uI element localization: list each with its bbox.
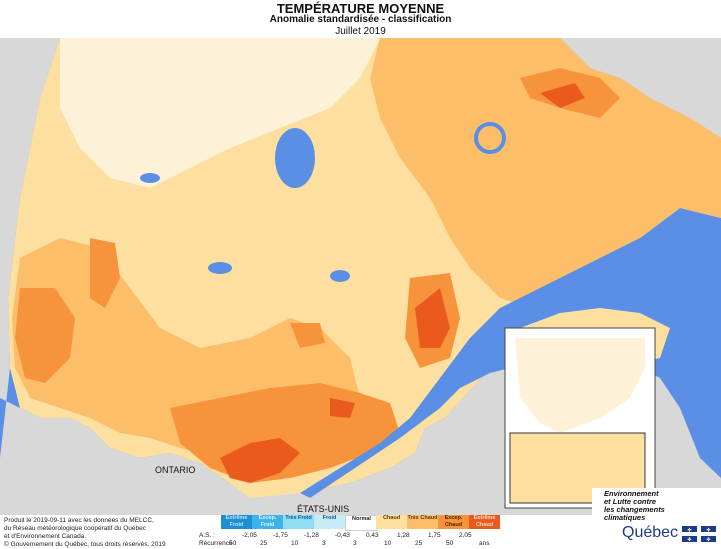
legend-class-1: Excep. Froid: [252, 515, 283, 529]
legend-class-8: Extrême Chaud: [469, 515, 500, 529]
zone-excep-chaud-central: [290, 323, 325, 348]
zone-extreme-chaud-1: [330, 398, 355, 418]
map-header: TEMPÉRATURE MOYENNE Anomalie standardisé…: [0, 0, 721, 38]
lac-saint-jean: [330, 270, 350, 282]
legend-as-tick: 1,75: [428, 532, 441, 539]
brand-block: Environnement et Lutte contre les change…: [592, 488, 721, 549]
legend-rec-tick: 3: [322, 540, 326, 547]
copyright: © Gouvernement du Québec, tous droits ré…: [4, 541, 166, 548]
map-subtitle: Anomalie standardisée - classification: [269, 14, 452, 25]
credit-line-1: Produit le 2019-09-11 avec les données d…: [4, 517, 154, 524]
svg-text:✤: ✤: [687, 537, 691, 542]
legend-class-6: Très Chaud: [407, 515, 438, 529]
ontario-land: [0, 38, 300, 515]
legend-as-tick: 2,05: [459, 532, 472, 539]
legend-rec-tick: 50: [229, 540, 237, 547]
legend-rec-tick: 50: [446, 540, 454, 547]
ontario-label: ONTARIO: [155, 465, 196, 475]
legend-rec-tick: 25: [260, 540, 268, 547]
brand-tagline-line: et Lutte contre: [604, 497, 657, 506]
credit-line-2: du Réseau météorologique coopératif du Q…: [4, 525, 147, 532]
map-title: TEMPÉRATURE MOYENNE: [276, 1, 445, 16]
legend-as-tick: 0,43: [366, 532, 379, 539]
inset-north: [515, 338, 645, 433]
legend-rec-label: Récurrence :: [199, 540, 237, 547]
inset-south: [510, 433, 645, 503]
map-area: ONTARIO ÉTATS-UNIS: [0, 38, 721, 515]
legend-class-4: Normal: [345, 515, 378, 531]
map-canvas: [0, 38, 721, 515]
brand-name: Québec: [622, 524, 679, 541]
labrador-land: [560, 38, 721, 138]
zone-extreme-chaud-north: [540, 83, 585, 108]
svg-text:✤: ✤: [706, 537, 710, 542]
legend-rec-tick: 25: [415, 540, 423, 547]
brand-tagline-line: Environnement: [604, 489, 659, 498]
inset-frame: [509, 432, 646, 504]
quebec-flag-icon: ✤ ✤ ✤ ✤: [682, 526, 716, 542]
zone-normal-north: [60, 38, 380, 188]
map-date: Juillet 2019: [335, 26, 386, 37]
legend-as-tick: -0,43: [335, 532, 350, 539]
lake-matagami: [140, 173, 160, 183]
gouin-reservoir: [208, 262, 232, 274]
legend-as-tick: -1,28: [304, 532, 319, 539]
zone-extreme-chaud-charlevoix: [415, 288, 450, 348]
legend-as-tick: -2,05: [242, 532, 257, 539]
usa-label: ÉTATS-UNIS: [297, 504, 350, 514]
legend-class-7: Excep. Chaud: [438, 515, 469, 529]
svg-text:✤: ✤: [687, 528, 691, 534]
credit-line-3: et d'Environnement Canada.: [4, 533, 87, 540]
legend-class-3: Froid: [314, 515, 345, 529]
legend-as-label: A.S. :: [199, 532, 215, 539]
legend-class-2: Très Froid: [283, 515, 314, 529]
legend-rec-tick: 10: [384, 540, 392, 547]
svg-text:✤: ✤: [706, 528, 710, 534]
brand-tagline-line: climatiques: [604, 513, 646, 522]
legend-class-5: Chaud: [376, 515, 407, 529]
lake-mistassini: [275, 128, 315, 188]
manicouagan-reservoir: [474, 122, 506, 154]
zone-excep-chaud-west-1: [90, 238, 120, 308]
legend-rec-tick: 3: [353, 540, 357, 547]
legend-as-tick: 1,28: [397, 532, 410, 539]
zone-extreme-chaud-montreal: [220, 438, 300, 483]
legend-rec-tick: 10: [291, 540, 299, 547]
zone-excep-chaud-west-2: [15, 288, 75, 383]
legend-rec-unit: ans: [479, 540, 490, 547]
brand-tagline-line: les changements: [604, 505, 665, 514]
zone-tres-chaud-east: [370, 38, 721, 308]
legend-class-0: Extrême Froid: [221, 515, 252, 529]
brand-tagline: Environnement et Lutte contre les change…: [604, 490, 665, 522]
legend-as-tick: -1,75: [273, 532, 288, 539]
